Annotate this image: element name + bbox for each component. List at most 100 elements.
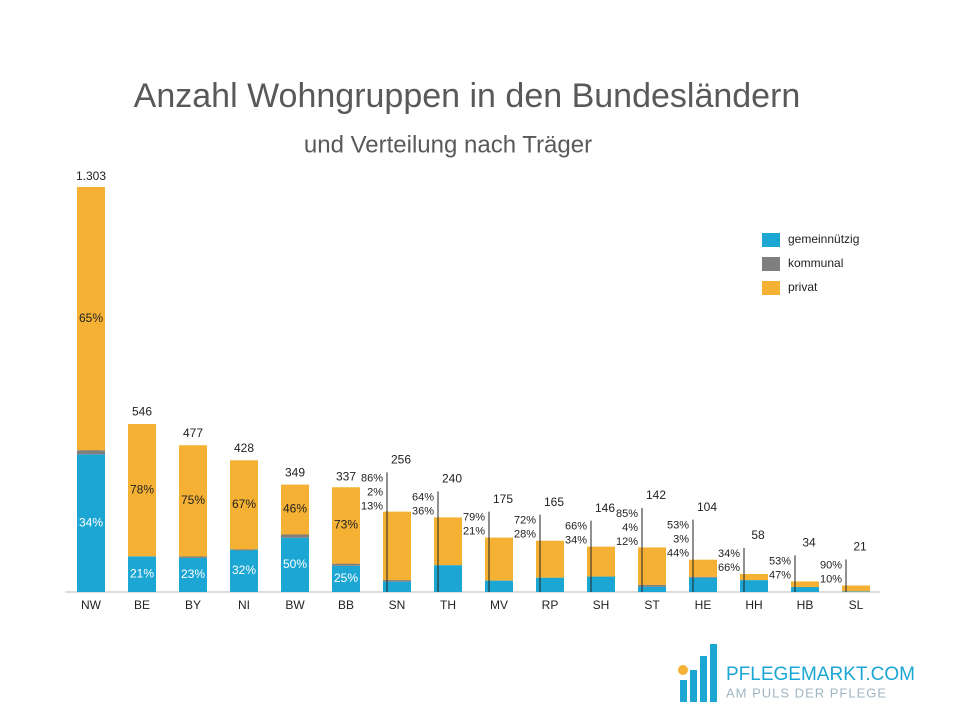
chart-subtitle: und Verteilung nach Träger <box>304 131 592 158</box>
total-label: 1.303 <box>76 169 106 183</box>
x-tick-label: SL <box>849 598 864 612</box>
logo-name: PFLEGEMARKT.COM <box>726 664 915 685</box>
segment-label: 2% <box>367 486 383 498</box>
x-tick-label: BY <box>185 598 201 612</box>
bar-segment <box>791 587 819 592</box>
x-tick-label: BE <box>134 598 150 612</box>
total-label: 34 <box>802 536 816 550</box>
segment-label: 79% <box>463 512 485 524</box>
segment-label: 34% <box>565 535 587 547</box>
segment-label: 28% <box>514 529 536 541</box>
segment-label: 12% <box>616 536 638 548</box>
segment-label: 34% <box>79 515 103 529</box>
x-tick-label: HB <box>797 598 814 612</box>
bar-segment <box>638 584 666 587</box>
segment-label: 21% <box>130 566 154 580</box>
bar-segment <box>230 549 258 592</box>
total-label: 146 <box>595 501 615 515</box>
segment-label: 85% <box>616 508 638 520</box>
bar-segment <box>689 559 717 577</box>
x-tick-label: MV <box>490 598 508 612</box>
bar-segment <box>434 565 462 592</box>
bar-segment <box>791 581 819 588</box>
total-label: 142 <box>646 488 666 502</box>
bar-segment <box>587 546 615 577</box>
bar-segment <box>689 577 717 592</box>
legend-label: privat <box>788 280 818 294</box>
total-label: 477 <box>183 426 203 440</box>
bar-segment <box>434 517 462 566</box>
x-tick-label: RP <box>542 598 559 612</box>
logo-tagline: AM PULS DER PFLEGE <box>726 685 887 700</box>
chart-title: Anzahl Wohngruppen in den Bundesländern <box>134 77 801 115</box>
segment-label: 53% <box>667 520 689 532</box>
bar-segment <box>332 565 360 592</box>
legend-label: kommunal <box>788 256 843 270</box>
bar-segment <box>638 547 666 585</box>
segment-label: 66% <box>565 521 587 533</box>
segment-label: 64% <box>412 491 434 503</box>
segment-label: 3% <box>673 534 689 546</box>
x-tick-label: HH <box>745 598 762 612</box>
segment-label: 21% <box>463 526 485 538</box>
x-tick-label: NW <box>81 598 102 612</box>
segment-label: 53% <box>769 555 791 567</box>
segment-label: 90% <box>820 559 842 571</box>
segment-label: 36% <box>412 505 434 517</box>
bar-segment <box>536 540 564 578</box>
total-label: 349 <box>285 466 305 480</box>
total-label: 337 <box>336 469 356 483</box>
x-tick-label: BB <box>338 598 354 612</box>
bar-segment <box>689 576 717 578</box>
bar-segment <box>77 450 105 455</box>
total-label: 104 <box>697 500 717 514</box>
bar-segment <box>536 577 564 592</box>
total-label: 240 <box>442 472 462 486</box>
segment-label: 66% <box>718 562 740 574</box>
segment-label: 4% <box>622 522 638 534</box>
bar-segment <box>281 537 309 592</box>
total-label: 58 <box>751 528 765 542</box>
legend-swatch <box>762 257 780 271</box>
segment-label: 44% <box>667 548 689 560</box>
segment-label: 46% <box>283 502 307 516</box>
x-tick-label: NI <box>238 598 250 612</box>
bar-segment <box>230 460 258 550</box>
segment-label: 25% <box>334 571 358 585</box>
total-label: 21 <box>853 540 867 554</box>
bar-segment <box>587 576 615 592</box>
segment-label: 50% <box>283 557 307 571</box>
bar-segment <box>332 563 360 566</box>
segment-label: 32% <box>232 563 256 577</box>
x-tick-label: ST <box>644 598 660 612</box>
segment-label: 67% <box>232 497 256 511</box>
bar-segment <box>281 484 309 535</box>
legend-swatch <box>762 281 780 295</box>
segment-label: 73% <box>334 518 358 532</box>
logo-icon <box>678 644 717 702</box>
segment-label: 75% <box>181 493 205 507</box>
x-tick-label: HE <box>695 598 712 612</box>
segment-label: 47% <box>769 569 791 581</box>
bar-segment <box>383 511 411 581</box>
x-tick-label: TH <box>440 598 456 612</box>
bar-segment <box>638 586 666 592</box>
segment-label: 23% <box>181 567 205 581</box>
total-label: 165 <box>544 495 564 509</box>
segment-label: 72% <box>514 515 536 527</box>
bar-segment <box>128 423 156 557</box>
bar-segment <box>77 454 105 592</box>
bar-segment <box>842 585 870 592</box>
legend-swatch <box>762 233 780 247</box>
bar-segment <box>383 581 411 592</box>
bar-segment <box>842 591 870 592</box>
segment-label: 13% <box>361 500 383 512</box>
segment-label: 65% <box>79 311 103 325</box>
segment-label: 86% <box>361 472 383 484</box>
total-label: 175 <box>493 492 513 506</box>
x-tick-label: BW <box>285 598 305 612</box>
total-label: 256 <box>391 453 411 467</box>
segment-label: 10% <box>820 573 842 585</box>
segment-label: 78% <box>130 482 154 496</box>
